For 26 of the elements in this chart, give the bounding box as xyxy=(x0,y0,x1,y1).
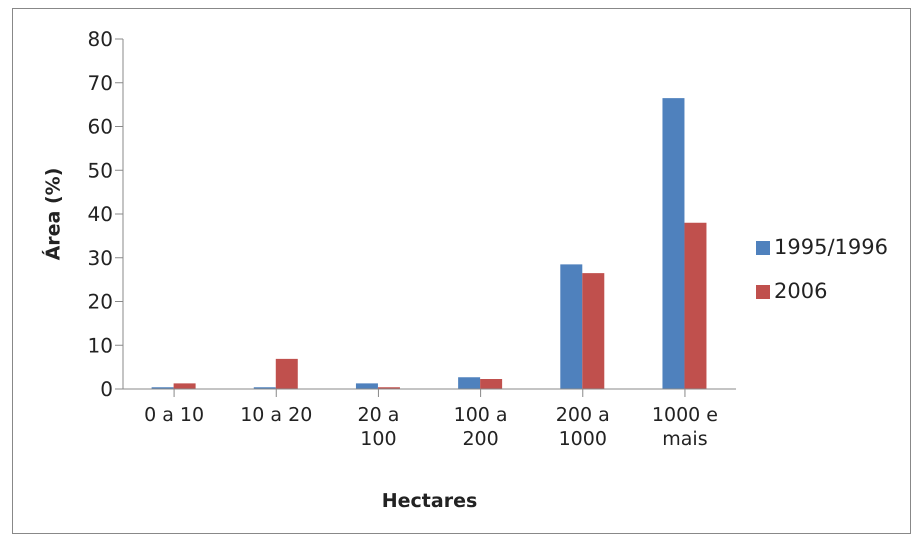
x-tick-label: 20 a 100 xyxy=(358,404,400,450)
legend-label: 2006 xyxy=(774,279,828,303)
y-tick-label: 40 xyxy=(88,202,113,226)
y-tick-label: 70 xyxy=(88,70,113,95)
bar xyxy=(560,264,582,389)
x-tick-label: 200 a 1000 xyxy=(556,404,610,450)
x-tick-label: 100 a 200 xyxy=(454,404,508,450)
y-tick-label: 50 xyxy=(88,158,113,182)
bar xyxy=(276,358,298,389)
y-tick-label: 10 xyxy=(88,333,113,358)
y-tick-label: 0 xyxy=(100,377,113,402)
y-tick-label: 30 xyxy=(88,246,113,270)
bar xyxy=(480,378,502,389)
y-axis-title: Área (%) xyxy=(42,168,65,260)
bar xyxy=(458,377,480,389)
y-tick-label: 20 xyxy=(88,290,113,314)
bar xyxy=(684,222,706,389)
x-tick-label: 10 a 20 xyxy=(240,404,312,426)
bar xyxy=(582,273,604,389)
y-tick-label: 80 xyxy=(88,27,113,52)
y-tick-label: 60 xyxy=(88,114,113,139)
x-axis-title: Hectares xyxy=(382,490,478,512)
legend-label: 1995/1996 xyxy=(774,235,888,259)
x-tick-label: 0 a 10 xyxy=(144,404,204,426)
x-tick-label: 1000 e mais xyxy=(652,404,718,450)
bar xyxy=(662,98,684,389)
